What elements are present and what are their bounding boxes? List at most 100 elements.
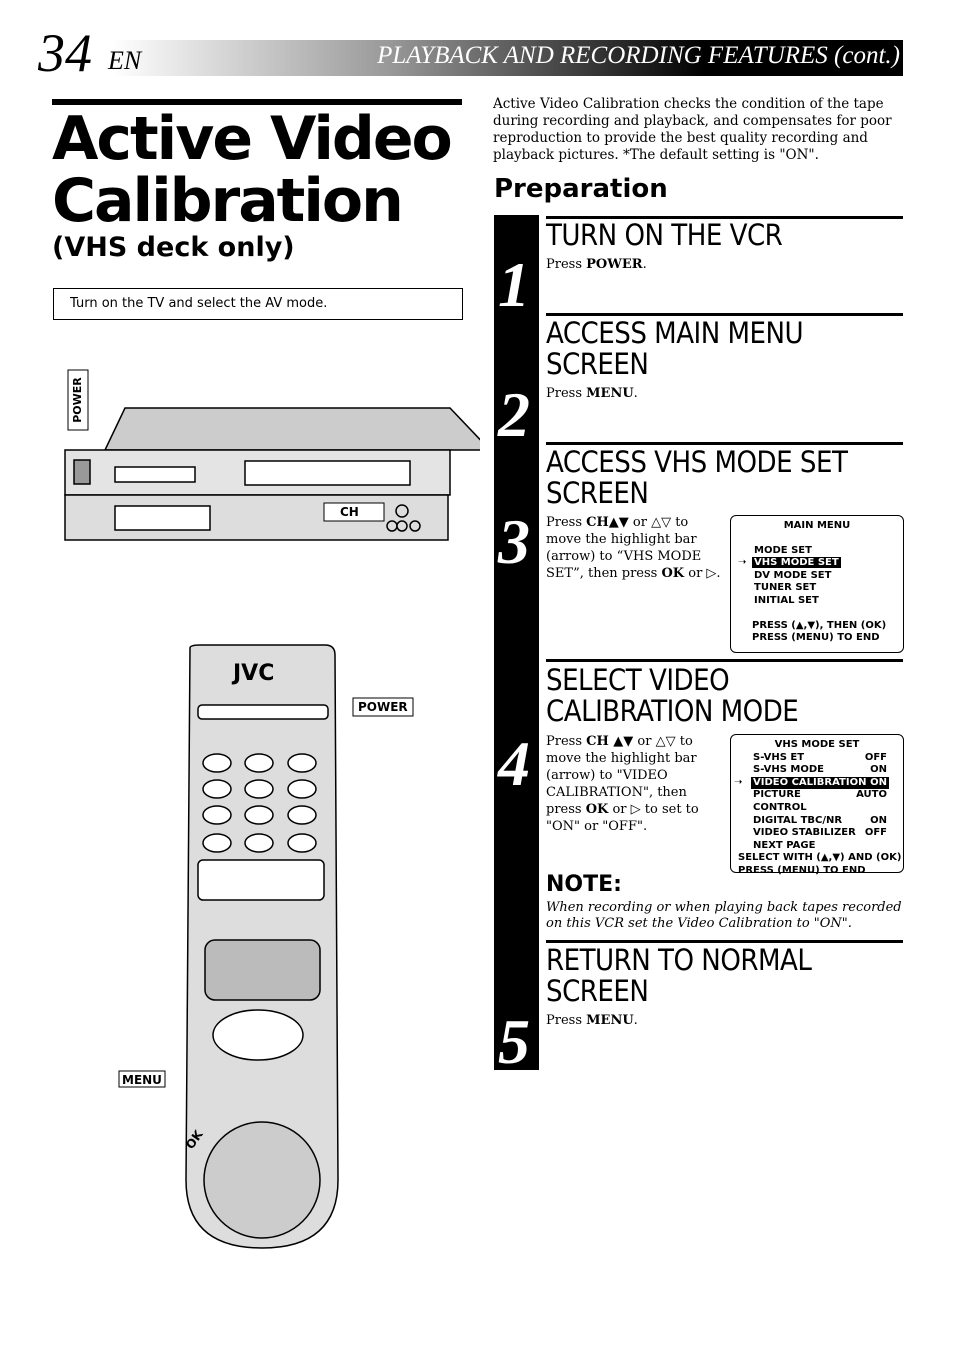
preparation: Preparation bbox=[494, 174, 668, 204]
main-menu-screen: MAIN MENU MODE SET ➝ VHS MODE SET DV MODE S… bbox=[730, 515, 904, 653]
row-label: PICTURE CONTROL bbox=[753, 789, 807, 813]
spacer bbox=[731, 608, 903, 620]
body-text: Press bbox=[546, 386, 587, 401]
menu-footer: PRESS (MENU) TO END bbox=[738, 864, 866, 876]
row-box: PICTURE CONTROL AUTO bbox=[751, 789, 889, 814]
row-label: S-VHS ET bbox=[753, 751, 805, 763]
menu-item: INITIAL SET bbox=[731, 595, 903, 608]
menu-footer: PRESS (▲,▼), THEN (OK) bbox=[752, 619, 887, 631]
title-rule bbox=[52, 99, 462, 105]
row-label: S-VHS MODE bbox=[753, 764, 825, 776]
step-heading: ACCESS MAIN MENU SCREEN bbox=[546, 316, 804, 381]
step-heading: RETURN TO NORMAL SCREEN bbox=[546, 943, 812, 1008]
body-text: Press bbox=[546, 734, 587, 749]
arrow bbox=[734, 815, 751, 828]
row-label: NEXT PAGE bbox=[753, 839, 816, 851]
step-band bbox=[494, 215, 539, 1070]
step-number: 2 bbox=[498, 379, 530, 450]
step-rule bbox=[546, 940, 903, 943]
heading-line: SCREEN bbox=[546, 476, 649, 510]
heading-line: SCREEN bbox=[546, 347, 649, 381]
body-text: CH▲▼ bbox=[586, 515, 629, 530]
step-number: 5 bbox=[498, 1006, 530, 1077]
row-box: S-VHS ET OFF bbox=[751, 752, 889, 765]
body-text: . bbox=[642, 257, 647, 272]
row-label: VIDEO STABILIZER bbox=[753, 827, 856, 839]
body-text: OK bbox=[661, 566, 685, 581]
step-body: Press CH ▲▼ or △▽ to move the highlight … bbox=[546, 733, 724, 835]
body-text: POWER bbox=[586, 257, 643, 272]
step-heading: TURN ON THE VCR bbox=[546, 220, 783, 251]
menu-footer: SELECT WITH (▲,▼) AND (OK) bbox=[738, 852, 902, 864]
heading-line: ACCESS MAIN MENU bbox=[546, 316, 804, 350]
heading-line: RETURN TO NORMAL bbox=[546, 943, 812, 977]
heading-line: SCREEN bbox=[546, 974, 649, 1008]
body-text: MENU bbox=[586, 1013, 634, 1028]
arrow bbox=[734, 789, 751, 814]
menu-title: VHS MODE SET bbox=[774, 739, 860, 750]
vcr-ch-label: CH bbox=[340, 505, 359, 519]
arrow bbox=[734, 752, 751, 765]
menu-footer: PRESS (MENU) TO END bbox=[752, 632, 880, 644]
step-heading: ACCESS VHS MODE SET SCREEN bbox=[546, 445, 848, 510]
row-value: OFF bbox=[864, 751, 887, 763]
row-value: AUTO bbox=[856, 789, 887, 801]
body-text: Press bbox=[546, 257, 587, 272]
row-label: VIDEO CALIBRATION bbox=[753, 776, 867, 788]
menu-row: S-VHS MODE ON bbox=[731, 764, 903, 777]
row-box: VIDEO STABILIZER OFF bbox=[751, 827, 889, 840]
menu-row: DIGITAL TBC/NR ON bbox=[731, 815, 903, 828]
step-rule bbox=[546, 216, 903, 219]
row-box: S-VHS MODE ON bbox=[751, 764, 889, 777]
arrow bbox=[734, 840, 751, 853]
body-text: CH ▲▼ bbox=[586, 734, 634, 749]
menu-row: PICTURE CONTROL AUTO bbox=[731, 789, 903, 814]
menu-row: VIDEO STABILIZER OFF bbox=[731, 827, 903, 840]
heading-line: ACCESS VHS MODE SET bbox=[546, 445, 848, 479]
step-rule bbox=[546, 442, 903, 445]
row-value: ON bbox=[870, 814, 887, 826]
row-value: ON bbox=[870, 764, 887, 776]
step-body: Press MENU. bbox=[546, 385, 896, 402]
title-line: Active Video bbox=[52, 104, 453, 174]
vhs-menu-screen: VHS MODE SET S-VHS ET OFF S-VHS MODE ON ➝ VID… bbox=[730, 734, 904, 876]
remote-power-label: POWER bbox=[358, 700, 408, 714]
label-box bbox=[118, 1070, 166, 1088]
title: Active Video Calibration bbox=[52, 104, 453, 236]
row-box: DIGITAL TBC/NR ON bbox=[751, 815, 889, 828]
row-value: OFF bbox=[864, 827, 887, 839]
step-number: 1 bbox=[498, 249, 530, 320]
body-text: OK bbox=[585, 802, 609, 817]
subtitle: (VHS deck only) bbox=[52, 232, 295, 263]
step-body: Press CH▲▼ or △▽ to move the highlight b… bbox=[546, 514, 721, 582]
brand: JVC bbox=[231, 661, 274, 686]
heading-line: CALIBRATION MODE bbox=[546, 694, 799, 728]
body-text: or ▷ to set to "ON" or "OFF". bbox=[546, 802, 699, 834]
note-box: Turn on the TV and select the AV mode. bbox=[53, 288, 463, 320]
vcr bbox=[64, 407, 480, 541]
body-text: or △▽ to move the highlight bar (arrow) … bbox=[546, 734, 697, 817]
step-heading: SELECT VIDEO CALIBRATION MODE bbox=[546, 665, 799, 728]
label-box bbox=[352, 697, 414, 717]
menu-label: DV MODE SET bbox=[754, 569, 832, 581]
body-text: Press bbox=[546, 515, 587, 530]
row-value: ON bbox=[870, 776, 887, 788]
header-bar bbox=[112, 40, 903, 76]
menu-row: NEXT PAGE bbox=[731, 840, 903, 853]
body-text: or ▷. bbox=[684, 566, 721, 581]
page-number: 34 bbox=[38, 23, 92, 83]
menu-label: TUNER SET bbox=[754, 582, 817, 594]
step-number: 3 bbox=[498, 506, 530, 577]
row-box: VIDEO CALIBRATION ON bbox=[751, 776, 889, 790]
menu-row: ➝ VIDEO CALIBRATION ON bbox=[731, 776, 903, 790]
step-rule bbox=[546, 313, 903, 316]
body-text: or △▽ to move the highlight bar (arrow) … bbox=[546, 515, 702, 581]
menu-title: MAIN MENU bbox=[783, 520, 851, 531]
title-line: Calibration bbox=[52, 166, 404, 236]
label-box bbox=[323, 502, 385, 522]
language: EN bbox=[108, 46, 142, 75]
vcr-power-label: POWER bbox=[71, 377, 84, 423]
menu-label: VHS MODE SET bbox=[752, 557, 841, 569]
remote bbox=[185, 644, 339, 1249]
